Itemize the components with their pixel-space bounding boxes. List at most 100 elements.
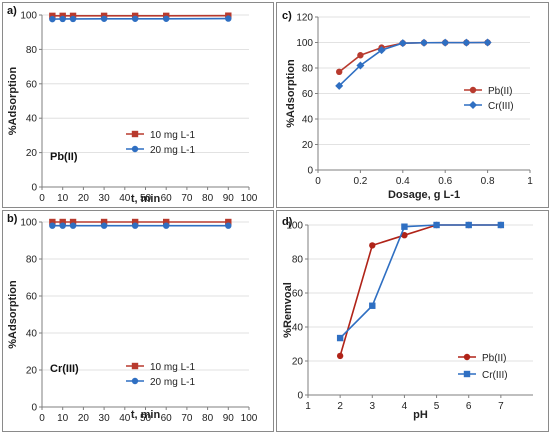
data-point	[356, 61, 365, 70]
x-axis-title: t, min	[131, 409, 161, 421]
data-point	[163, 222, 170, 229]
x-tick-label: 50	[140, 193, 152, 204]
x-tick-label: 0.4	[396, 176, 410, 187]
y-tick-label: 40	[292, 323, 304, 334]
x-tick-label: 40	[119, 193, 131, 204]
legend-marker	[463, 370, 471, 378]
x-tick-label: 90	[223, 193, 235, 204]
x-tick-label: 0.8	[481, 176, 495, 187]
x-tick-label: 50	[140, 413, 152, 424]
x-tick-label: 100	[241, 413, 258, 424]
data-point	[369, 242, 376, 249]
data-point	[462, 38, 471, 47]
legend-marker	[131, 377, 139, 385]
y-tick-label: 40	[26, 114, 38, 125]
series-2	[335, 38, 492, 90]
data-point	[398, 39, 407, 48]
x-tick-label: 80	[202, 413, 214, 424]
x-tick-label: 2	[337, 401, 343, 412]
x-tick-label: 80	[202, 193, 214, 204]
panel-d: 0 20 40 60 80 100 1 2 3 4 5 6 7 pH %Remvoal d) Pb(II) Cr(…	[276, 210, 549, 432]
data-point	[401, 223, 408, 230]
y-axis-title: %Adsorption	[7, 280, 19, 349]
x-tick-label: 90	[223, 413, 235, 424]
data-point	[497, 221, 505, 229]
data-point	[420, 38, 428, 47]
legend-marker	[131, 362, 139, 370]
x-tick-label: 30	[99, 413, 111, 424]
x-tick-label: 0	[39, 413, 45, 424]
legend-label: 20 mg L-1	[150, 377, 195, 388]
legend-marker	[131, 145, 139, 153]
data-point	[100, 15, 108, 22]
y-tick-label: 80	[26, 45, 38, 56]
x-tick-label: 60	[161, 413, 173, 424]
legend: Pb(II) Cr(III)	[458, 353, 508, 381]
data-point	[441, 38, 450, 47]
data-point	[49, 218, 56, 226]
y-axis-title: %Remvoal	[282, 282, 294, 338]
panel-label: d)	[282, 216, 293, 228]
y-tick-label: 60	[26, 79, 38, 90]
data-point	[49, 12, 56, 20]
series-1	[49, 218, 232, 226]
data-point	[483, 38, 492, 47]
y-tick-label: 40	[26, 329, 38, 340]
data-point	[69, 15, 77, 23]
data-point	[336, 334, 344, 342]
x-axis-title: Dosage, g L-1	[388, 189, 460, 201]
data-point	[100, 222, 108, 229]
x-tick-label: 40	[119, 413, 131, 424]
metal-annotation: Pb(II)	[50, 151, 78, 163]
x-tick-label: 1	[527, 176, 533, 187]
data-point	[336, 352, 344, 360]
legend: 10 mg L-1 20 mg L-1	[126, 130, 195, 156]
legend-label: Pb(II)	[482, 353, 506, 364]
y-axis-title: %Adsorption	[7, 67, 19, 136]
y-tick-label: 120	[296, 13, 313, 24]
panel-label: c)	[282, 10, 292, 22]
legend-label: 10 mg L-1	[150, 362, 195, 373]
legend-label: 20 mg L-1	[150, 145, 195, 156]
panel-frame	[276, 2, 549, 208]
y-tick-label: 20	[26, 366, 38, 377]
y-tick-label: 60	[302, 89, 314, 100]
y-tick-label: 20	[292, 357, 304, 368]
series-2	[336, 221, 505, 342]
series-line	[52, 17, 229, 20]
data-point	[69, 218, 77, 226]
data-point	[401, 232, 408, 239]
y-tick-label: 0	[297, 391, 303, 402]
x-tick-label: 10	[57, 413, 69, 424]
x-tick-label: 1	[305, 401, 311, 412]
legend: 10 mg L-1 20 mg L-1	[126, 362, 195, 388]
y-tick-label: 40	[302, 115, 314, 126]
x-tick-label: 20	[78, 413, 90, 424]
data-point	[49, 15, 56, 23]
y-axis-title: %Adsorption	[285, 59, 297, 128]
legend: Pb(II) Cr(III)	[464, 86, 514, 112]
y-tick-label: 100	[20, 218, 37, 229]
legend-label: Pb(II)	[488, 86, 512, 97]
x-tick-label: 4	[402, 401, 408, 412]
y-tick-label: 80	[292, 255, 304, 266]
data-point	[59, 218, 66, 226]
panel-frame	[276, 210, 549, 432]
series-line	[339, 224, 501, 339]
legend-label: Cr(III)	[488, 101, 514, 112]
y-tick-label: 20	[302, 140, 314, 151]
data-point	[225, 15, 232, 22]
data-point	[163, 218, 170, 226]
panel-label: a)	[7, 5, 17, 17]
x-tick-label: 6	[466, 401, 472, 412]
data-point	[225, 218, 232, 226]
x-tick-label: 0.6	[438, 176, 452, 187]
y-tick-label: 100	[20, 11, 37, 22]
data-point	[433, 221, 440, 229]
x-tick-label: 70	[181, 193, 193, 204]
y-tick-label: 80	[302, 64, 314, 75]
data-point	[100, 218, 108, 226]
panel-c: 0 20 40 60 80 100 120 0 0.2 0.4 0.6 0.8 1 Dosage, g L…	[276, 2, 549, 208]
x-tick-label: 0.2	[353, 176, 367, 187]
